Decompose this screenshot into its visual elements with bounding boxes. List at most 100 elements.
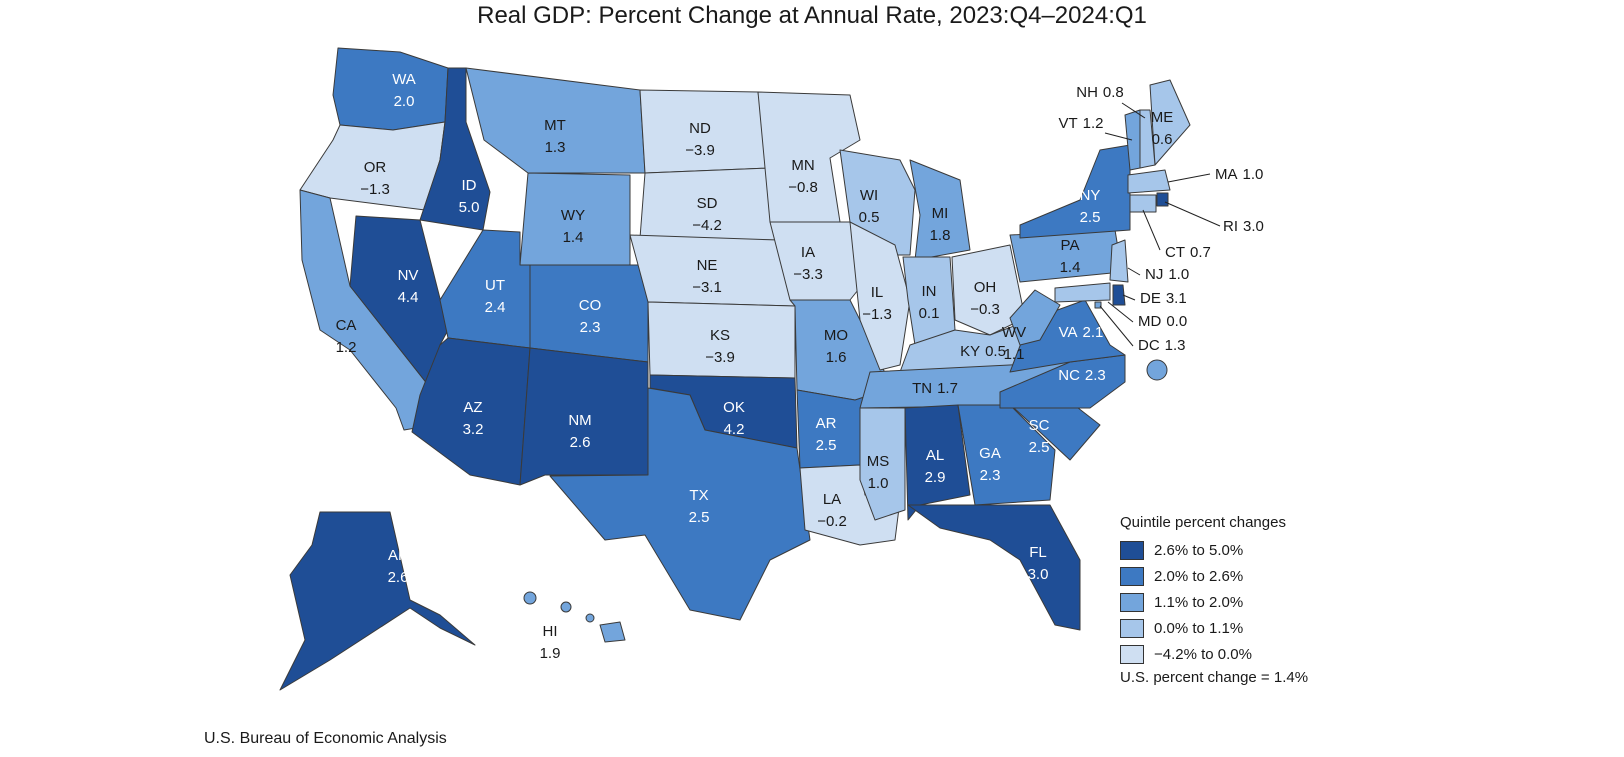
state-tx <box>549 387 811 621</box>
state-value-label: 2.3 <box>580 319 601 336</box>
state-value-label: 1.4 <box>1060 259 1081 276</box>
state-value-label: 0.7 <box>1190 244 1211 261</box>
state-abbr-label: WY <box>561 207 585 224</box>
state-abbr-label: MT <box>544 117 566 134</box>
state-value-label: 1.7 <box>937 380 958 397</box>
state-abbr-label: UT <box>485 277 505 294</box>
state-abbr-label: NJ <box>1145 266 1163 283</box>
us-percent-change: U.S. percent change = 1.4% <box>1120 669 1309 686</box>
state-value-label: 0.0 <box>1166 313 1187 330</box>
state-value-label: 1.2 <box>336 339 357 356</box>
state-value-label: 1.9 <box>540 645 561 662</box>
hawaii-island <box>523 591 537 605</box>
state-ri <box>1156 192 1169 207</box>
state-callout-label: CT 0.7 <box>1165 244 1211 261</box>
state-value-label: 1.3 <box>1165 337 1186 354</box>
state-nm <box>519 347 649 486</box>
state-value-label: −4.2 <box>692 217 722 234</box>
state-value-label: −1.3 <box>862 306 892 323</box>
state-value-label: 0.5 <box>859 209 880 226</box>
state-abbr-label: CT <box>1165 244 1185 261</box>
legend-swatch <box>1120 618 1144 638</box>
state-abbr-label: WI <box>860 187 878 204</box>
state-abbr-label: MO <box>824 327 848 344</box>
state-callout-label: DE 3.1 <box>1140 290 1187 307</box>
state-ma <box>1127 169 1171 194</box>
hawaii-island <box>585 613 595 623</box>
state-value-label: 2.5 <box>1080 209 1101 226</box>
state-al <box>904 404 971 521</box>
state-abbr-label: MN <box>791 157 814 174</box>
state-value-label: 1.0 <box>868 475 889 492</box>
state-value-label: 3.0 <box>1243 218 1264 235</box>
state-abbr-label: IA <box>801 244 815 261</box>
state-abbr-label: LA <box>823 491 841 508</box>
state-abbr-label: VA <box>1059 324 1078 341</box>
state-value-label: 0.8 <box>1103 84 1124 101</box>
callout-line-ct <box>1142 209 1161 251</box>
callout-line-vt <box>1104 132 1133 141</box>
state-abbr-label: MD <box>1138 313 1161 330</box>
state-value-label: 4.4 <box>398 289 419 306</box>
state-oh <box>951 244 1026 336</box>
state-value-label: −1.3 <box>360 181 390 198</box>
legend-item: −4.2% to 0.0% <box>1120 641 1308 667</box>
state-ny <box>1019 144 1131 239</box>
state-dc <box>1094 301 1102 309</box>
state-me <box>1149 79 1191 166</box>
state-value-label: −3.3 <box>793 266 823 283</box>
state-wv <box>1009 289 1061 346</box>
legend-item: 0.0% to 1.1% <box>1120 615 1308 641</box>
hawaii-island <box>560 601 572 613</box>
state-abbr-label: TN <box>912 380 932 397</box>
state-value-label: 2.0 <box>394 93 415 110</box>
state-callout-label: NH 0.8 <box>1076 84 1124 101</box>
state-az <box>411 337 531 486</box>
legend-label: 2.6% to 5.0% <box>1154 541 1244 559</box>
state-abbr-label: NE <box>697 257 718 274</box>
state-callout-label: RI 3.0 <box>1223 218 1264 235</box>
state-callout-label: VT 1.2 <box>1058 115 1103 132</box>
legend-title: Quintile percent changes <box>1120 514 1286 531</box>
state-abbr-label: HI <box>543 623 558 640</box>
legend: Quintile percent changes 2.6% to 5.0% 2.0… <box>1120 514 1308 686</box>
state-value-label: 1.8 <box>930 227 951 244</box>
callout-line-nj <box>1127 267 1141 276</box>
state-value-label: −3.9 <box>705 349 735 366</box>
state-value-label: 1.0 <box>1168 266 1189 283</box>
state-abbr-label: CA <box>336 317 357 334</box>
state-abbr-label: RI <box>1223 218 1238 235</box>
state-fl <box>907 504 1081 631</box>
legend-item: 2.6% to 5.0% <box>1120 537 1308 563</box>
state-de <box>1112 284 1126 306</box>
legend-swatch <box>1120 540 1144 560</box>
state-abbr-label: VT <box>1058 115 1077 132</box>
state-value-label: 2.5 <box>689 509 710 526</box>
state-abbr-label: OR <box>364 159 387 176</box>
state-value-label: 1.2 <box>1083 115 1104 132</box>
state-in <box>902 256 956 346</box>
state-abbr-label: GA <box>979 445 1001 462</box>
state-value-label: 5.0 <box>459 199 480 216</box>
state-abbr-label: ND <box>689 120 711 137</box>
state-abbr-label: MS <box>867 453 890 470</box>
state-inline-label: KY 0.5 <box>960 343 1006 360</box>
legend-item: 2.0% to 2.6% <box>1120 563 1308 589</box>
legend-swatch <box>1120 644 1144 664</box>
state-value-label: 2.5 <box>1029 439 1050 456</box>
state-abbr-label: NH <box>1076 84 1098 101</box>
state-inline-label: TN 1.7 <box>912 380 958 397</box>
state-abbr-label: OH <box>974 279 997 296</box>
state-inline-label: VA 2.1 <box>1059 324 1104 341</box>
state-abbr-label: TX <box>689 487 708 504</box>
state-value-label: 2.6 <box>388 569 409 586</box>
state-value-label: 1.0 <box>1243 166 1264 183</box>
source-credit: U.S. Bureau of Economic Analysis <box>204 730 447 747</box>
state-abbr-label: AL <box>926 447 944 464</box>
state-value-label: −0.8 <box>788 179 818 196</box>
state-value-label: 2.6 <box>570 434 591 451</box>
state-value-label: −0.2 <box>817 513 847 530</box>
legend-label: 2.0% to 2.6% <box>1154 567 1244 585</box>
state-value-label: 4.2 <box>724 421 745 438</box>
